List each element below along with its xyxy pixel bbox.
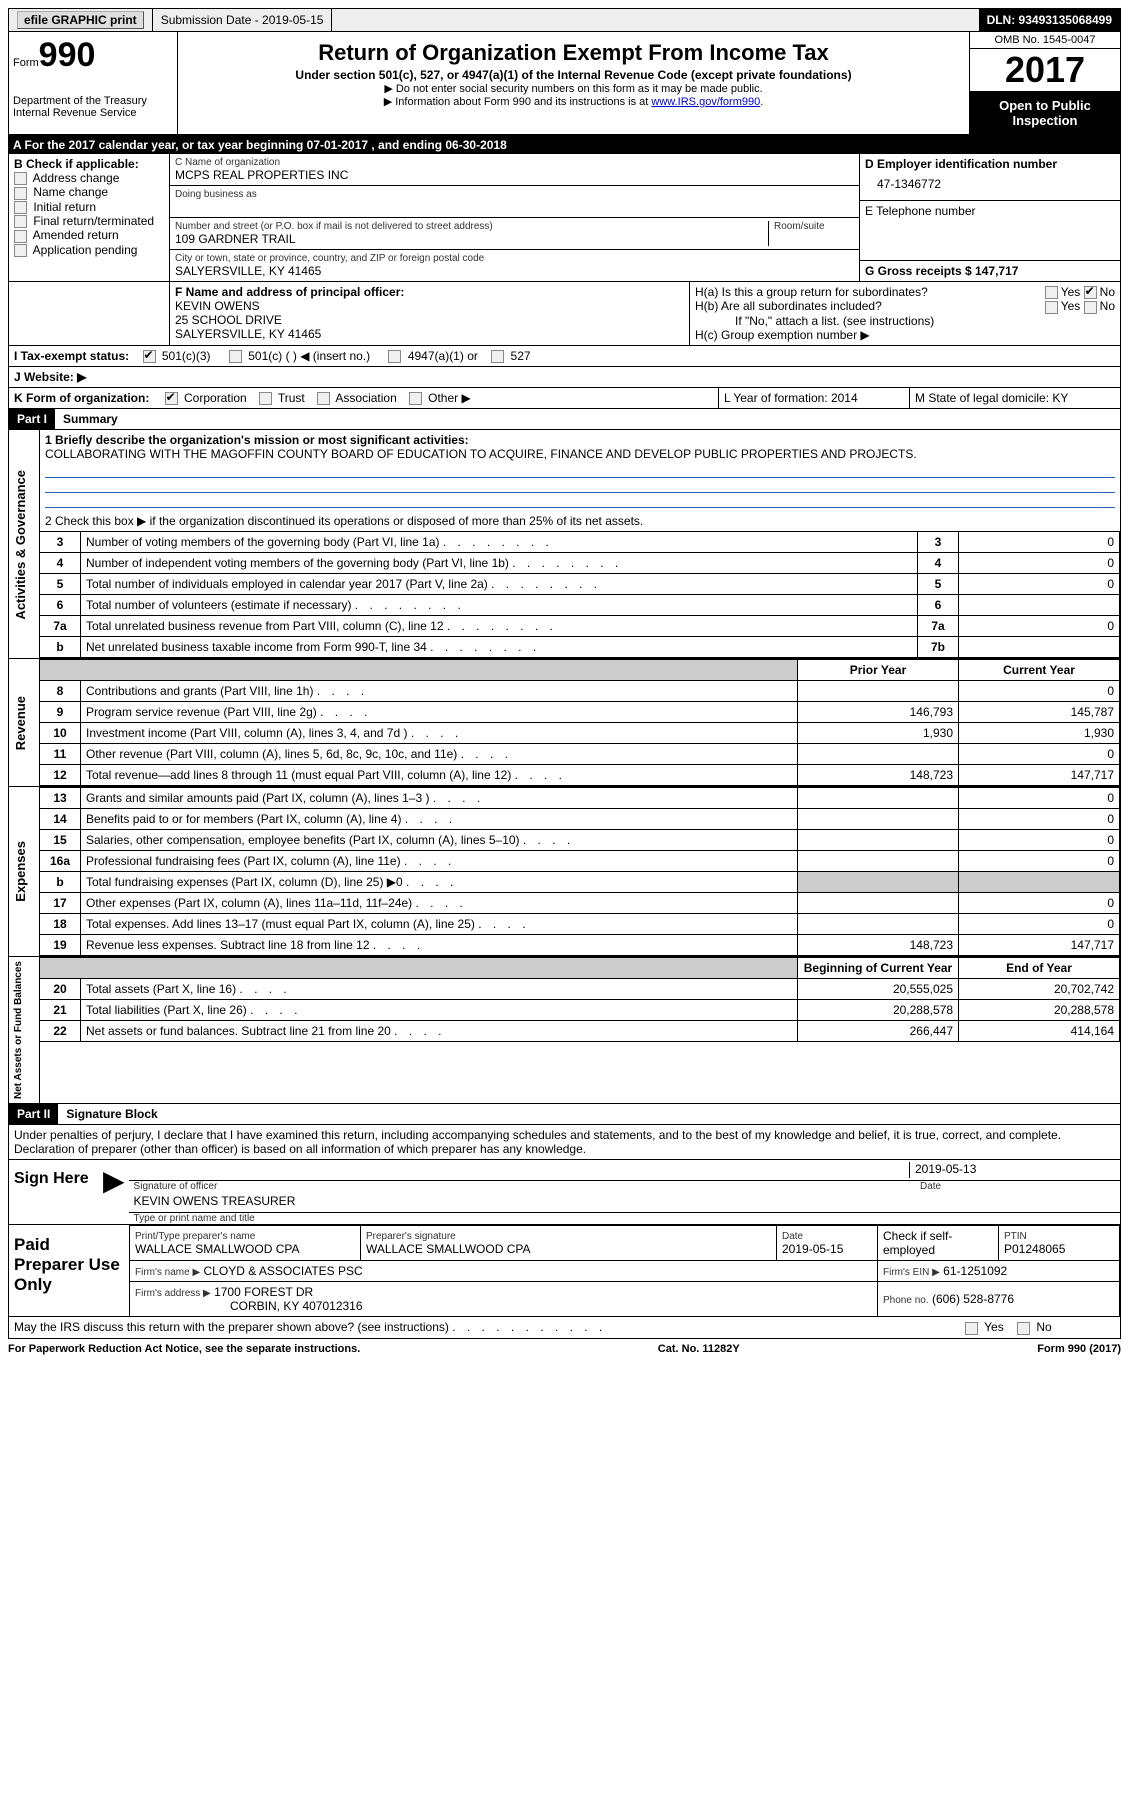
boxk-checkbox[interactable]: [259, 392, 272, 405]
form-header: Form990 Department of the Treasury Inter…: [8, 32, 1121, 135]
ein-label: D Employer identification number: [865, 157, 1115, 171]
gross-receipts: G Gross receipts $ 147,717: [865, 264, 1115, 278]
mission-text: COLLABORATING WITH THE MAGOFFIN COUNTY B…: [45, 447, 1115, 461]
year-formation: L Year of formation: 2014: [719, 388, 910, 408]
perjury-declaration: Under penalties of perjury, I declare th…: [8, 1125, 1121, 1160]
tax-exempt-label: I Tax-exempt status:: [14, 349, 129, 363]
section-a-tax-year: A For the 2017 calendar year, or tax yea…: [8, 135, 1121, 154]
boxk-checkbox[interactable]: [165, 392, 178, 405]
page-footer: For Paperwork Reduction Act Notice, see …: [8, 1339, 1121, 1355]
officer-name: KEVIN OWENS: [175, 299, 684, 313]
hb-no-checkbox[interactable]: [1084, 301, 1097, 314]
expenses-table: 13Grants and similar amounts paid (Part …: [40, 787, 1120, 956]
boxb-checkbox[interactable]: [14, 244, 27, 257]
boxk-checkbox[interactable]: [409, 392, 422, 405]
info-note: ▶ Information about Form 990 and its ins…: [184, 95, 963, 108]
501c3-checkbox[interactable]: [143, 350, 156, 363]
dln: DLN: 93493135068499: [979, 9, 1120, 31]
boxb-checkbox[interactable]: [14, 172, 27, 185]
501c-checkbox[interactable]: [229, 350, 242, 363]
irs-link[interactable]: www.IRS.gov/form990: [651, 96, 760, 108]
room-label: Room/suite: [774, 221, 854, 232]
ha-yes-checkbox[interactable]: [1045, 286, 1058, 299]
ha-no-checkbox[interactable]: [1084, 286, 1097, 299]
preparer-table: Print/Type preparer's nameWALLACE SMALLW…: [129, 1225, 1120, 1316]
hc-label: H(c) Group exemption number ▶: [695, 328, 1115, 342]
website-label: J Website: ▶: [9, 367, 1120, 387]
part2-title: Signature Block: [58, 1107, 157, 1121]
hb-label: H(b) Are all subordinates included?: [695, 299, 882, 313]
box-b: B Check if applicable: Address change Na…: [9, 154, 170, 281]
boxk-checkbox[interactable]: [317, 392, 330, 405]
form-org-label: K Form of organization:: [14, 391, 149, 405]
part1-header: Part I: [9, 409, 55, 429]
ssn-note: ▶ Do not enter social security numbers o…: [184, 82, 963, 95]
dba-label: Doing business as: [175, 189, 854, 200]
officer-printed-name: KEVIN OWENS TREASURER: [129, 1192, 1120, 1213]
ha-label: H(a) Is this a group return for subordin…: [695, 285, 928, 299]
officer-label: F Name and address of principal officer:: [175, 285, 684, 299]
org-address: 109 GARDNER TRAIL: [175, 232, 768, 246]
form-title: Return of Organization Exempt From Incom…: [184, 40, 963, 66]
sign-here-label: Sign Here: [9, 1160, 99, 1224]
org-name: MCPS REAL PROPERTIES INC: [175, 168, 854, 182]
vlabel-netassets: Net Assets or Fund Balances: [9, 957, 28, 1103]
hb-note: If "No," attach a list. (see instruction…: [695, 314, 1115, 328]
sig-officer-label: Signature of officer: [129, 1181, 915, 1192]
tax-year: 2017: [970, 49, 1120, 92]
boxb-checkbox[interactable]: [14, 201, 27, 214]
governance-table: 3Number of voting members of the governi…: [40, 531, 1120, 658]
revenue-table: Prior YearCurrent Year8Contributions and…: [40, 659, 1120, 786]
sig-date-value: 2019-05-13: [909, 1162, 1115, 1178]
omb-number: OMB No. 1545-0047: [970, 32, 1120, 49]
city-label: City or town, state or province, country…: [175, 253, 854, 264]
hb-yes-checkbox[interactable]: [1045, 301, 1058, 314]
netassets-table: Beginning of Current YearEnd of Year20To…: [40, 957, 1120, 1042]
form-subtitle: Under section 501(c), 527, or 4947(a)(1)…: [184, 68, 963, 82]
addr-label: Number and street (or P.O. box if mail i…: [175, 221, 768, 232]
telephone-label: E Telephone number: [865, 204, 1115, 218]
discuss-yes-checkbox[interactable]: [965, 1322, 978, 1335]
state-domicile: M State of legal domicile: KY: [910, 388, 1120, 408]
irs-label: Internal Revenue Service: [13, 107, 173, 119]
boxb-checkbox[interactable]: [14, 230, 27, 243]
boxb-checkbox[interactable]: [14, 215, 27, 228]
top-bar: efile GRAPHIC print Submission Date - 20…: [8, 8, 1121, 32]
efile-print-button[interactable]: efile GRAPHIC print: [9, 9, 153, 31]
officer-row: F Name and address of principal officer:…: [8, 282, 1121, 346]
dept-treasury: Department of the Treasury: [13, 95, 173, 107]
officer-addr2: SALYERSVILLE, KY 41465: [175, 327, 684, 341]
part1-title: Summary: [55, 412, 118, 426]
discuss-question: May the IRS discuss this return with the…: [9, 1317, 960, 1337]
org-city: SALYERSVILLE, KY 41465: [175, 264, 854, 278]
sig-date-label: Date: [915, 1181, 1120, 1192]
vlabel-governance: Activities & Governance: [9, 466, 32, 624]
submission-date: Submission Date - 2019-05-15: [153, 9, 333, 31]
paid-preparer-label: Paid Preparer Use Only: [9, 1225, 129, 1316]
line1-label: 1 Briefly describe the organization's mi…: [45, 433, 1115, 447]
org-name-label: C Name of organization: [175, 157, 854, 168]
527-checkbox[interactable]: [491, 350, 504, 363]
self-employed-check: Check if self-employed: [883, 1229, 952, 1257]
discuss-no-checkbox[interactable]: [1017, 1322, 1030, 1335]
sign-arrow-icon: ▶: [99, 1160, 129, 1224]
org-info-row: B Check if applicable: Address change Na…: [8, 154, 1121, 282]
boxb-checkbox[interactable]: [14, 187, 27, 200]
4947-checkbox[interactable]: [388, 350, 401, 363]
ein-value: 47-1346772: [865, 171, 1115, 197]
open-to-public: Open to Public Inspection: [970, 92, 1120, 134]
form-number: Form990: [13, 36, 173, 75]
vlabel-expenses: Expenses: [9, 837, 32, 906]
type-name-label: Type or print name and title: [129, 1213, 1120, 1224]
line2: 2 Check this box ▶ if the organization d…: [40, 511, 1120, 531]
part2-header: Part II: [9, 1104, 58, 1124]
officer-addr1: 25 SCHOOL DRIVE: [175, 313, 684, 327]
vlabel-revenue: Revenue: [9, 692, 32, 754]
